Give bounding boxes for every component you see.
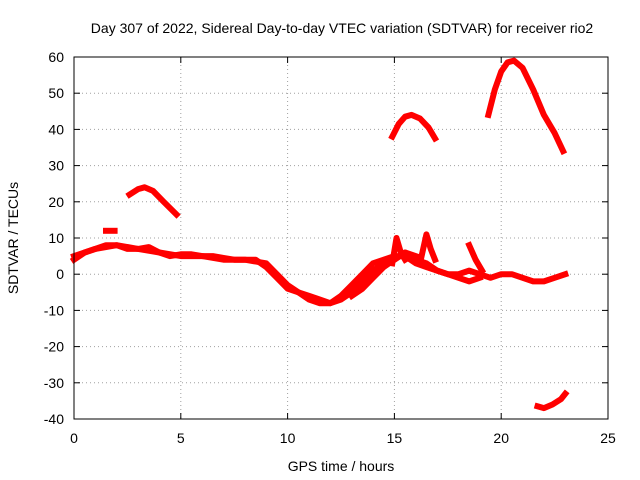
y-tick-label: 40: [48, 121, 64, 137]
series-arc-3h: [125, 184, 181, 219]
y-tick-label: -10: [44, 302, 64, 318]
y-tick-label: 10: [48, 230, 64, 246]
series-main-band-a: [69, 242, 570, 307]
x-tick-label: 5: [177, 430, 185, 446]
series-arc-15h: [388, 111, 440, 143]
series-main-band-b: [70, 242, 420, 307]
series-spike-15: [388, 235, 410, 267]
y-tick-label: 60: [48, 49, 64, 65]
y-tick-label: 50: [48, 85, 64, 101]
y-ticks: -40 -30 -20 -10 0 10 20 30 40 50 60: [44, 49, 608, 427]
y-tick-label: 30: [48, 158, 64, 174]
series-tail-22h: [533, 389, 570, 412]
y-axis-label: SDTVAR / TECUs: [5, 182, 21, 294]
y-tick-label: 20: [48, 194, 64, 210]
x-tick-label: 10: [280, 430, 296, 446]
x-tick-label: 0: [70, 430, 78, 446]
x-tick-label: 15: [387, 430, 403, 446]
x-tick-label: 20: [493, 430, 509, 446]
x-ticks: 0 5 10 15 20 25: [70, 57, 616, 446]
chart-title: Day 307 of 2022, Sidereal Day-to-day VTE…: [91, 20, 594, 36]
series-arc-20h: [484, 57, 568, 156]
series-layer: [69, 57, 570, 412]
y-tick-label: 0: [56, 266, 64, 282]
grid: [74, 57, 608, 419]
x-tick-label: 25: [600, 430, 616, 446]
x-axis-label: GPS time / hours: [288, 458, 395, 474]
y-tick-label: -40: [44, 411, 64, 427]
y-tick-label: -20: [44, 339, 64, 355]
series-spike-16: [416, 231, 439, 267]
y-tick-label: -30: [44, 375, 64, 391]
series-main-band-c: [347, 249, 484, 301]
series-spike-18: [465, 241, 487, 275]
